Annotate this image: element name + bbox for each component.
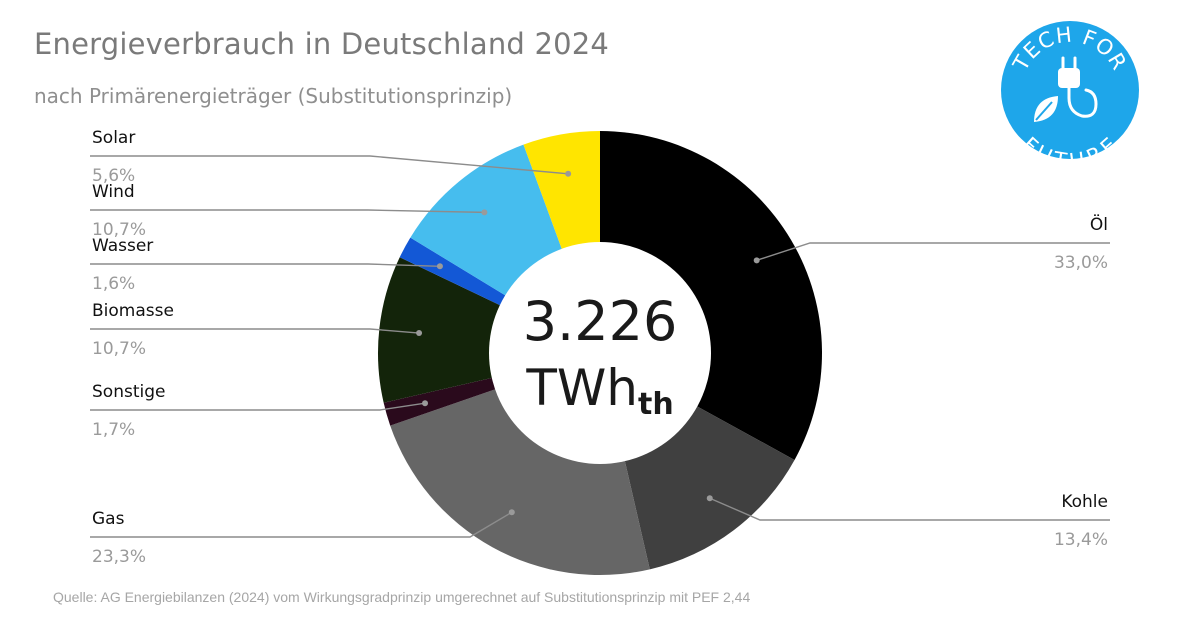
percent-oel: 33,0% xyxy=(1054,253,1108,273)
leader-gas xyxy=(90,511,513,538)
center-total-unit: TWhth xyxy=(525,359,673,422)
leader-dot-kohle xyxy=(706,495,713,502)
percent-solar: 5,6% xyxy=(92,166,135,186)
center-unit-sub: th xyxy=(638,387,674,422)
chart-subtitle: nach Primärenergieträger (Substitutionsp… xyxy=(34,84,513,108)
chart-title: Energieverbrauch in Deutschland 2024 xyxy=(34,27,610,61)
leader-dot-gas xyxy=(508,509,515,516)
center-total-value: 3.226 xyxy=(523,290,678,353)
leader-oel xyxy=(756,242,1110,261)
leader-sonstige xyxy=(90,402,426,411)
leader-kohle xyxy=(709,497,1110,521)
slice-labels: Solar5,6%Wind10,7%Wasser1,6%Biomasse10,7… xyxy=(92,128,1108,567)
label-sonstige: Sonstige xyxy=(92,382,165,402)
label-kohle: Kohle xyxy=(1061,492,1108,512)
label-wasser: Wasser xyxy=(92,236,153,256)
center-unit-main: TWh xyxy=(525,359,638,417)
center-total: 3.226 TWhth xyxy=(523,290,678,422)
tech-for-future-logo: TECH FOR FUTURE xyxy=(1001,21,1139,160)
label-wind: Wind xyxy=(92,182,135,202)
leader-biomasse xyxy=(90,328,420,334)
leader-dot-wind xyxy=(481,209,488,216)
percent-biomasse: 10,7% xyxy=(92,339,146,359)
donut-hole xyxy=(489,242,711,464)
leader-wind xyxy=(90,209,485,214)
leader-dot-sonstige xyxy=(422,400,429,407)
leader-dot-wasser xyxy=(436,263,443,270)
label-gas: Gas xyxy=(92,509,125,529)
leader-lines xyxy=(90,155,1110,538)
percent-wasser: 1,6% xyxy=(92,274,135,294)
plug-icon xyxy=(1058,56,1098,118)
percent-gas: 23,3% xyxy=(92,547,146,567)
leader-dot-biomasse xyxy=(416,330,423,337)
percent-kohle: 13,4% xyxy=(1054,530,1108,550)
leader-wasser xyxy=(90,263,440,268)
leader-solar xyxy=(90,155,569,175)
percent-wind: 10,7% xyxy=(92,220,146,240)
slice-biomasse xyxy=(378,257,600,403)
label-oel: Öl xyxy=(1090,213,1108,235)
leader-dot-oel xyxy=(753,257,760,264)
leaf-icon xyxy=(1034,96,1058,122)
percent-sonstige: 1,7% xyxy=(92,420,135,440)
label-biomasse: Biomasse xyxy=(92,301,174,321)
leader-dot-solar xyxy=(565,170,572,177)
label-solar: Solar xyxy=(92,128,135,148)
source-note: Quelle: AG Energiebilanzen (2024) vom Wi… xyxy=(53,589,751,605)
